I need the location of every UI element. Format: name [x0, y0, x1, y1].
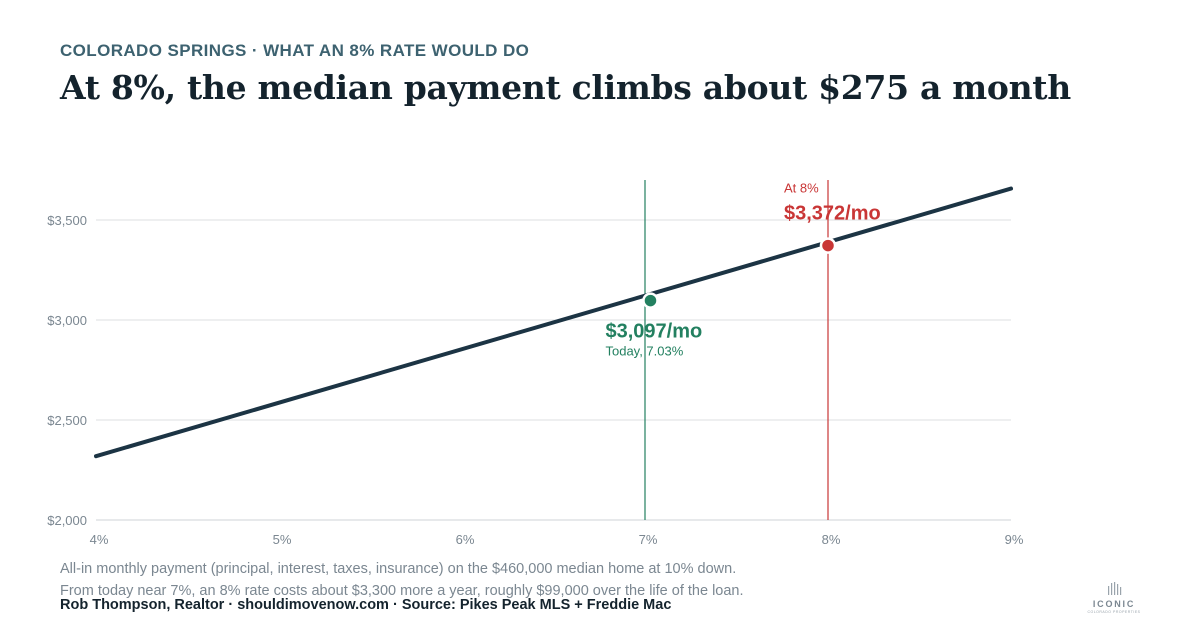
- chart-note-2: From today near 7%, an 8% rate costs abo…: [60, 583, 744, 599]
- y-tick-label: $3,000: [47, 313, 87, 328]
- logo-mark-icon: [1108, 582, 1122, 595]
- x-tick-label: 9%: [1005, 532, 1024, 547]
- logo-wordmark: ICONIC: [1092, 599, 1136, 609]
- value-label-today: $3,097/mo: [605, 321, 702, 343]
- x-tick-label: 4%: [90, 532, 109, 547]
- value-label-eight: $3,372/mo: [784, 203, 881, 225]
- brand-logo: ICONIC COLORADO PROPERTIES: [1086, 582, 1142, 616]
- page-title: At 8%, the median payment climbs about $…: [60, 68, 1071, 107]
- caption-today: Today, 7.03%: [605, 344, 683, 359]
- caption-eight: At 8%: [784, 181, 819, 196]
- kicker: COLORADO SPRINGS · WHAT AN 8% RATE WOULD…: [60, 41, 530, 60]
- logo-subtitle: COLORADO PROPERTIES: [1087, 610, 1141, 614]
- footer-credits: Rob Thompson, Realtor · shouldimovenow.c…: [60, 597, 672, 613]
- y-tick-label: $3,500: [47, 213, 87, 228]
- y-tick-label: $2,000: [47, 513, 87, 528]
- x-tick-label: 7%: [639, 532, 658, 547]
- series-line: [94, 186, 1013, 459]
- x-tick-label: 5%: [273, 532, 292, 547]
- y-tick-label: $2,500: [47, 413, 87, 428]
- data-point-eight: [819, 237, 837, 254]
- data-point-today: [642, 292, 659, 309]
- x-tick-label: 8%: [822, 532, 841, 547]
- chart-note-1: All-in monthly payment (principal, inter…: [60, 561, 737, 577]
- x-tick-label: 6%: [456, 532, 475, 547]
